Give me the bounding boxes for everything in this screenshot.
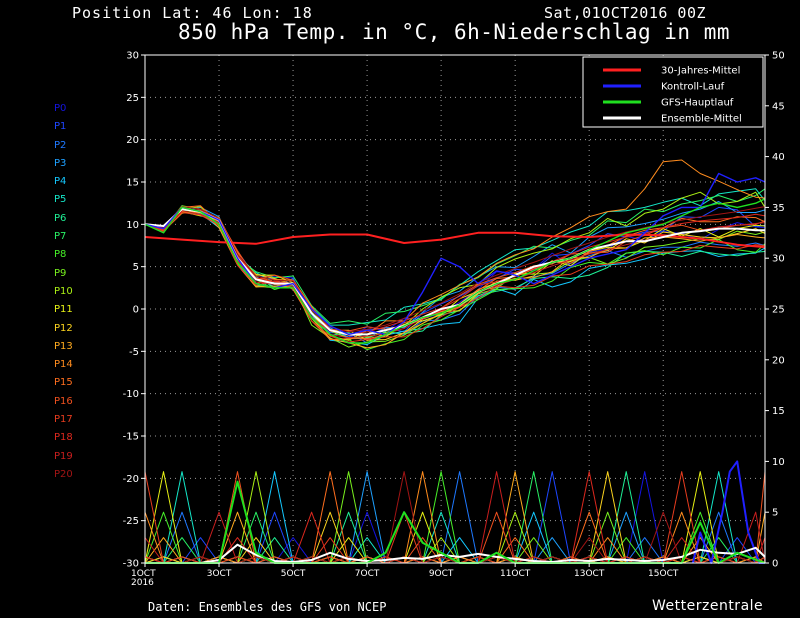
series-line: [144, 172, 766, 336]
ensemble-member-label: P11: [54, 304, 73, 316]
ensemble-member-label: P1: [54, 121, 67, 133]
ensemble-member-label: P3: [54, 157, 67, 169]
y-tick-label-right: 45: [772, 101, 785, 112]
ensemble-member-label: P0: [54, 103, 67, 114]
ensemble-member-line: [144, 209, 766, 351]
y-tick-label-left: 0: [133, 305, 139, 316]
ensemble-member-label: P12: [54, 322, 73, 334]
position-label: Position Lat: 46 Lon: 18: [72, 4, 313, 22]
chart-title: 850 hPa Temp. in °C, 6h-Niederschlag in …: [178, 20, 731, 44]
y-tick-label-right: 15: [772, 406, 785, 417]
y-tick-label-right: 0: [772, 559, 778, 570]
ensemble-member-list: P0 P1 P2 P3 P4 P5 P6 P7 P8 P9 P10 P11 P12 P13 P14 P15 P1…: [54, 100, 73, 484]
ensemble-member-line: [144, 210, 766, 339]
y-tick-label-right: 30: [772, 254, 785, 265]
series-line: [144, 198, 766, 344]
x-tick-label: 13OCT: [574, 569, 605, 579]
series-line: [145, 480, 766, 564]
y-tick-label-left: 10: [126, 220, 139, 231]
y-tick-label-right: 50: [772, 51, 785, 62]
y-tick-label-left: -25: [123, 516, 139, 527]
ensemble-member-label: P19: [54, 450, 73, 462]
ensemble-member-line: [144, 211, 766, 341]
ensemble-member-label: P7: [54, 231, 67, 243]
y-tick-label-right: 20: [772, 355, 785, 366]
legend-label: 30-Jahres-Mittel: [661, 66, 740, 77]
ensemble-member-label: P5: [54, 194, 67, 206]
y-tick-label-right: 10: [772, 457, 785, 468]
ensemble-member-label: P8: [54, 249, 67, 261]
legend-label: Kontroll-Lauf: [661, 82, 725, 93]
ensemble-member-label: P6: [54, 212, 67, 224]
y-tick-label-left: 20: [126, 135, 139, 146]
ensemble-member-label: P9: [54, 267, 67, 279]
ensemble-member-line: [144, 212, 766, 343]
ensemble-member-label: P18: [54, 432, 73, 444]
legend-label: Ensemble-Mittel: [661, 114, 742, 125]
x-tick-label: 11OCT: [500, 569, 531, 579]
x-tick-label: 15OCT: [648, 569, 679, 579]
x-tick-label: 3OCT: [207, 569, 232, 579]
series-line: [691, 460, 765, 564]
ensemble-member-line: [144, 206, 766, 341]
ensemble-member-line: [144, 209, 766, 335]
y-tick-label-left: 15: [126, 178, 139, 189]
ensemble-member-line: [144, 209, 766, 349]
ensemble-member-label: P2: [54, 139, 67, 151]
data-source: Daten: Ensembles des GFS von NCEP: [148, 600, 387, 614]
ensemble-member-line: [144, 206, 766, 333]
y-tick-label-right: 35: [772, 203, 785, 214]
x-tick-label: 9OCT: [429, 569, 454, 579]
ensemble-member-label: P16: [54, 395, 73, 407]
y-tick-label-left: 30: [126, 51, 139, 62]
ensemble-member-label: P13: [54, 340, 73, 352]
y-tick-label-right: 40: [772, 152, 785, 163]
ensemble-member-label: P14: [54, 359, 73, 371]
y-tick-label-right: 5: [772, 508, 778, 519]
y-tick-label-right: 25: [772, 305, 785, 316]
y-tick-label-left: -15: [123, 432, 139, 443]
legend-label: GFS-Hauptlauf: [661, 98, 734, 109]
y-tick-label-left: -5: [129, 347, 139, 358]
ensemble-member-label: P10: [54, 285, 73, 297]
ensemble-member-label: P17: [54, 414, 73, 426]
ensemble-member-label: P4: [54, 176, 67, 188]
ensemble-member-line: [144, 211, 766, 339]
run-date: Sat,01OCT2016 00Z: [544, 4, 707, 22]
x-tick-label: 1OCT: [131, 569, 156, 579]
x-tick-label: 5OCT: [281, 569, 306, 579]
y-tick-label-left: -10: [123, 389, 139, 400]
x-tick-label: 7OCT: [355, 569, 380, 579]
brand-label: Wetterzentrale: [652, 598, 764, 614]
ensemble-member-label: P15: [54, 377, 73, 389]
y-tick-label-left: -30: [123, 559, 139, 570]
ensemble-member-label: P20: [54, 468, 73, 480]
y-tick-label-left: 25: [126, 93, 139, 104]
y-tick-label-left: 5: [133, 262, 139, 273]
y-tick-label-left: -20: [123, 474, 139, 485]
x-tick-sublabel: 2016: [131, 578, 154, 588]
